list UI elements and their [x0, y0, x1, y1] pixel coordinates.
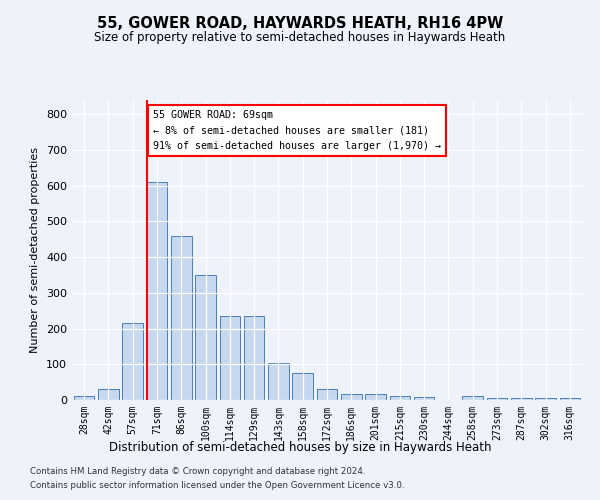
Bar [463, 396, 483, 400]
Bar [317, 390, 337, 400]
Bar [268, 362, 289, 400]
Bar [341, 394, 362, 400]
Bar [389, 396, 410, 400]
Text: Size of property relative to semi-detached houses in Haywards Heath: Size of property relative to semi-detach… [94, 31, 506, 44]
Y-axis label: Number of semi-detached properties: Number of semi-detached properties [31, 147, 40, 353]
Text: Distribution of semi-detached houses by size in Haywards Heath: Distribution of semi-detached houses by … [109, 441, 491, 454]
Bar [414, 397, 434, 400]
Bar [220, 316, 240, 400]
Bar [560, 398, 580, 400]
Text: Contains HM Land Registry data © Crown copyright and database right 2024.: Contains HM Land Registry data © Crown c… [30, 467, 365, 476]
Bar [195, 275, 216, 400]
Bar [74, 396, 94, 400]
Bar [292, 373, 313, 400]
Bar [487, 398, 508, 400]
Bar [511, 398, 532, 400]
Bar [146, 182, 167, 400]
Bar [244, 316, 265, 400]
Text: Contains public sector information licensed under the Open Government Licence v3: Contains public sector information licen… [30, 481, 404, 490]
Bar [98, 390, 119, 400]
Text: 55 GOWER ROAD: 69sqm
← 8% of semi-detached houses are smaller (181)
91% of semi-: 55 GOWER ROAD: 69sqm ← 8% of semi-detach… [153, 110, 441, 151]
Bar [535, 398, 556, 400]
Text: 55, GOWER ROAD, HAYWARDS HEATH, RH16 4PW: 55, GOWER ROAD, HAYWARDS HEATH, RH16 4PW [97, 16, 503, 31]
Bar [171, 236, 191, 400]
Bar [122, 323, 143, 400]
Bar [365, 394, 386, 400]
